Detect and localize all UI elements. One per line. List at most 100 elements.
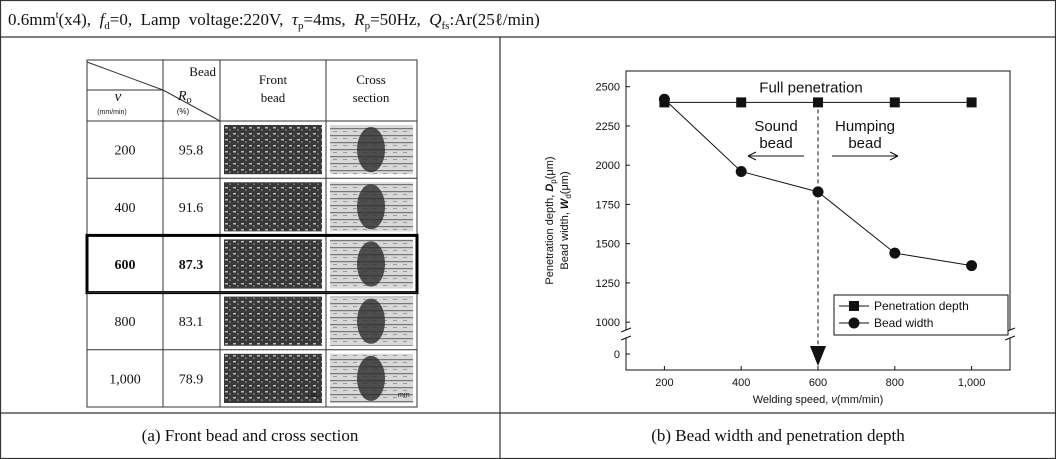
annotation: Humping [835, 118, 895, 135]
header-symbol: τ [292, 10, 299, 29]
point [889, 247, 901, 259]
y-tick-label: 0 [614, 349, 620, 361]
table-head: Bead ν (mm/min) Ro (%) Front bead Cross … [86, 61, 390, 122]
legend-label: Penetration depth [874, 299, 969, 313]
cross-section-fusion [357, 298, 385, 344]
axis-break-mark [1004, 335, 1016, 341]
x-tick-label: 200 [655, 377, 673, 389]
y-label-part: p [549, 179, 558, 184]
speed-cell: 800 [115, 315, 136, 330]
header-sup: t [56, 10, 59, 21]
y-tick-label: 1750 [596, 199, 620, 211]
header-text: (x4), [58, 10, 99, 29]
cross-section-fusion [357, 127, 385, 173]
head-speed: ν [115, 89, 122, 105]
y-label-part: (μm) [544, 156, 556, 179]
legend-marker [848, 317, 860, 329]
ratio-cell: 83.1 [179, 315, 204, 330]
speed-cell: 1,000 [109, 372, 141, 387]
header-sub: fs [442, 20, 450, 32]
y-tick-label: 1500 [596, 239, 620, 251]
header-text: =0, Lamp voltage:220V, [110, 10, 292, 29]
axis-break-gap [622, 330, 630, 338]
arrow-down [810, 346, 826, 366]
table: 200 95.8 400 91.6 600 87.3 800 83.1 1,000 78.9 mm m… [85, 59, 419, 408]
arrow-right [832, 151, 899, 161]
x-tick-label: 800 [886, 377, 904, 389]
cross-section-fusion [357, 184, 385, 230]
y-axis-label: Penetration depth, Dp(μm) [544, 156, 558, 284]
y-label-part: (μm) [559, 171, 571, 194]
annotation: bead [848, 135, 881, 152]
header-symbol: f [100, 10, 107, 29]
point [966, 97, 977, 108]
x-tick-label: 400 [732, 377, 750, 389]
head-ratio-symbol: R [177, 89, 187, 104]
head-cross: section [353, 90, 390, 105]
legend-marker [849, 301, 859, 311]
header-text: =4ms, [303, 10, 354, 29]
ratio-cell: 95.8 [179, 144, 204, 159]
y-tick-label: 2000 [596, 160, 620, 172]
y-label-part: D [544, 184, 556, 192]
ratio-cell: 91.6 [179, 201, 204, 216]
head-cross: Cross [356, 72, 386, 87]
speed-cell: 600 [115, 258, 136, 273]
y-label-part: W [559, 197, 571, 209]
x-label-part: (mm/min) [837, 394, 883, 406]
chart: 0 1000 1250 1500 1750 2000 2250 2500 200 400 600 80… [544, 70, 1016, 406]
front-bead-image [224, 296, 322, 346]
speed-cell: 200 [115, 144, 136, 159]
head-bead: Bead [189, 64, 216, 79]
header-symbol: Q [429, 10, 441, 29]
annotation: bead [759, 135, 792, 152]
x-tick-label: 1,000 [958, 377, 986, 389]
axis-break-mark [620, 335, 632, 341]
front-bead-image [224, 182, 322, 232]
point [736, 97, 747, 108]
annotation: Full penetration [759, 79, 862, 96]
header: 0.6mmt(x4), fd=0, Lamp voltage:220V, τp=… [8, 10, 540, 32]
y-label-part: Penetration depth, [544, 192, 556, 285]
point [735, 165, 747, 177]
speed-cell: 400 [115, 201, 136, 216]
header-sub: p [298, 20, 304, 32]
front-bead-image [224, 353, 322, 403]
diagonal [162, 89, 221, 122]
header-symbol: R [353, 10, 365, 29]
head-ratio: Ro [177, 89, 192, 106]
axis-break-gap [1006, 330, 1014, 338]
head-ratio-unit: (%) [177, 107, 190, 116]
point [889, 97, 900, 108]
legend-label: Bead width [874, 316, 933, 330]
y-tick-label: 1000 [596, 317, 620, 329]
point [658, 93, 670, 105]
diagonal [86, 61, 164, 91]
header-text: 0.6mm [8, 10, 56, 29]
point [812, 186, 824, 198]
legend-box [833, 294, 1009, 336]
header-text: :Ar(25ℓ/min) [449, 10, 539, 29]
x-label-part: ν [831, 394, 837, 406]
caption: (a) Front bead and cross section [142, 426, 359, 445]
scale-label: mm [398, 392, 410, 399]
arrow-left [747, 151, 804, 161]
y-tick-label: 2500 [596, 82, 620, 94]
y-axis-label: Bead width, Wd(μm) [559, 171, 573, 269]
annotation: Sound [754, 118, 797, 135]
x-label-part: Welding speed, [753, 394, 832, 406]
cross-section-fusion [357, 241, 385, 287]
header-sub: p [365, 20, 371, 32]
head-front: Front [259, 72, 288, 87]
point [966, 260, 978, 272]
x-tick-label: 600 [809, 377, 827, 389]
ratio-cell: 78.9 [179, 372, 204, 387]
x-axis-label: Welding speed, ν(mm/min) [753, 394, 884, 406]
front-bead-image [224, 239, 322, 289]
y-label-part: Bead width, [559, 209, 571, 270]
y-label-part: d [564, 194, 573, 198]
point [813, 97, 823, 108]
table-border [86, 59, 418, 408]
caption: (b) Bead width and penetration depth [651, 426, 905, 445]
